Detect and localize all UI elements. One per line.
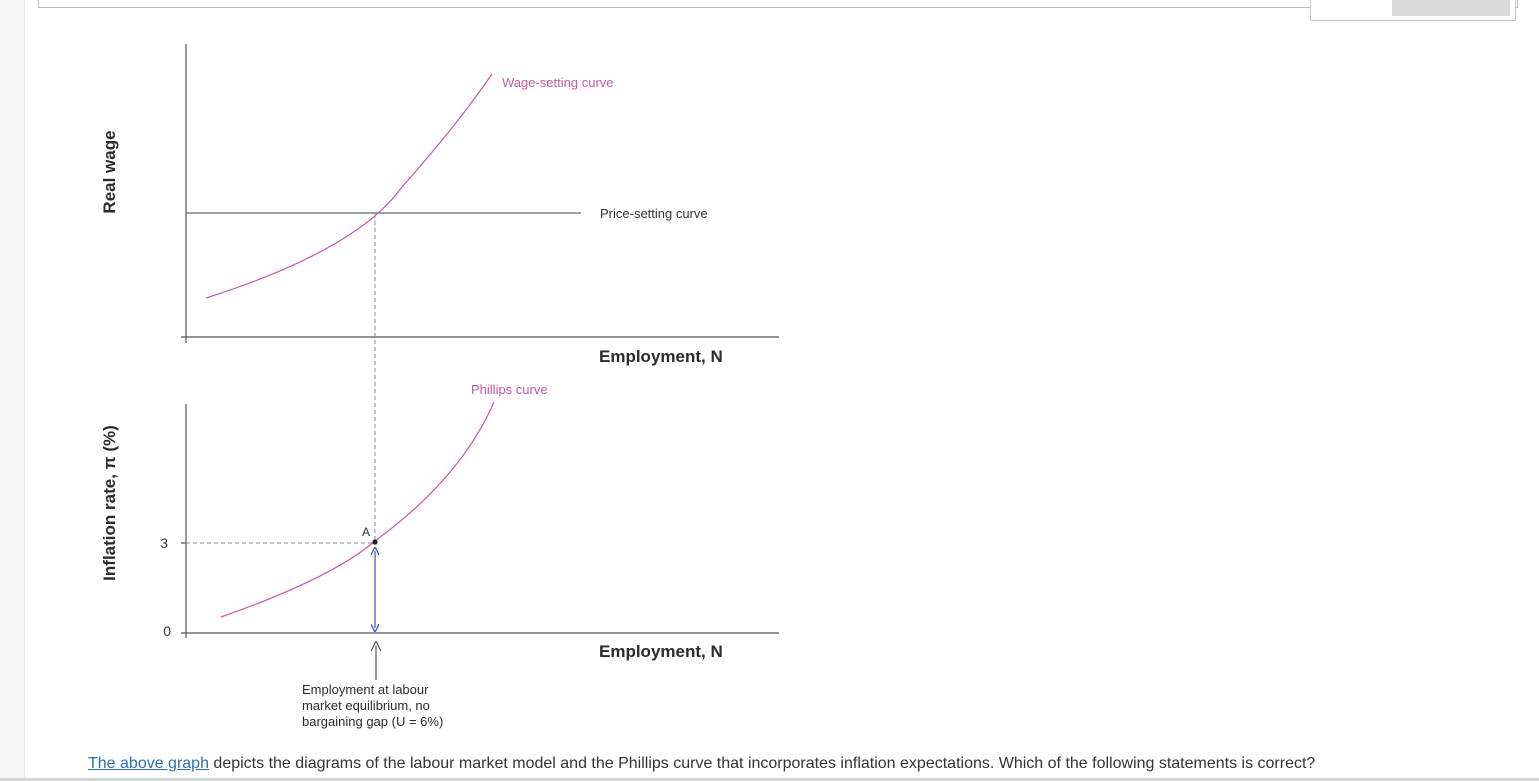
wage-setting-curve bbox=[205, 73, 493, 299]
top-tab-inner bbox=[1392, 0, 1510, 16]
annotation-line-1: Employment at labour bbox=[302, 682, 429, 697]
upper-x-axis-label: Employment, N bbox=[599, 347, 723, 366]
question-text: The above graph depicts the diagrams of … bbox=[88, 755, 1315, 773]
price-setting-curve-label: Price-setting curve bbox=[600, 206, 708, 221]
point-a-label: A bbox=[362, 525, 370, 539]
bottom-divider bbox=[0, 778, 1539, 781]
left-scroll-strip bbox=[0, 0, 25, 781]
lower-x-axis-label: Employment, N bbox=[599, 642, 723, 661]
y-tick-label-3: 3 bbox=[160, 535, 168, 551]
lower-y-axis-label: Inflation rate, π (%) bbox=[100, 425, 119, 581]
annotation-line-2: market equilibrium, no bbox=[302, 698, 430, 713]
top-frame bbox=[38, 0, 1518, 8]
phillips-curve-label: Phillips curve bbox=[471, 382, 548, 397]
annotation-line-3: bargaining gap (U = 6%) bbox=[302, 714, 443, 729]
y-tick-label-0: 0 bbox=[163, 623, 171, 639]
upper-panel: Real wage Employment, N Price-setting cu… bbox=[100, 44, 779, 366]
graph-link[interactable]: The above graph bbox=[88, 755, 209, 772]
question-body: depicts the diagrams of the labour marke… bbox=[208, 755, 1316, 772]
wage-setting-curve-label: Wage-setting curve bbox=[502, 75, 614, 90]
phillips-curve bbox=[220, 401, 495, 618]
point-a-marker bbox=[372, 539, 378, 545]
upper-y-axis-label: Real wage bbox=[100, 130, 119, 213]
lower-panel: Inflation rate, π (%) Employment, N 3 0 … bbox=[100, 382, 779, 729]
